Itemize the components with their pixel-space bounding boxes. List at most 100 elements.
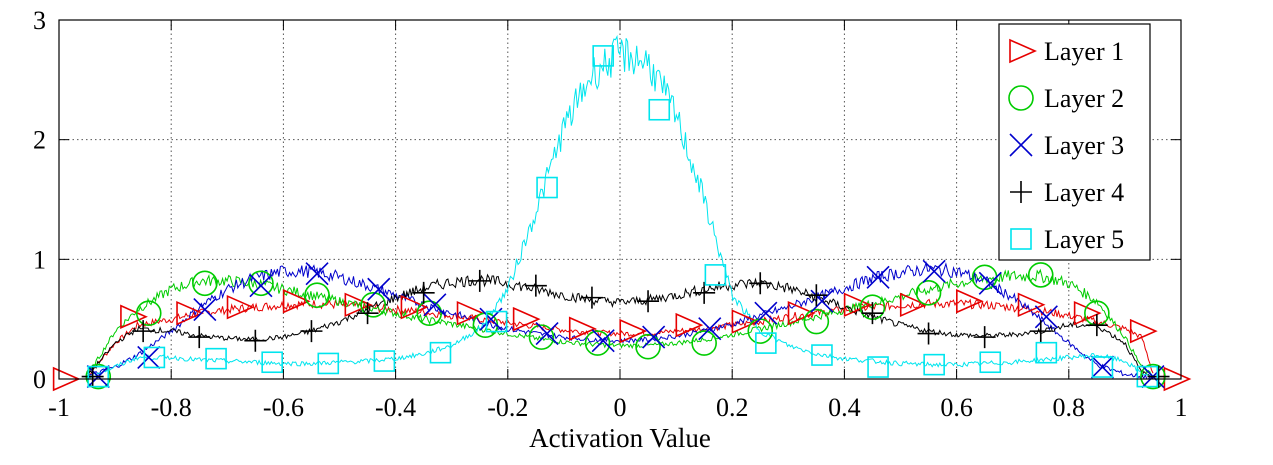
layer-1-marker xyxy=(843,292,872,318)
layer-1-marker xyxy=(787,300,816,326)
layer-4-marker xyxy=(973,326,996,349)
x-tick-label: 0.2 xyxy=(716,393,749,422)
layer-5-marker xyxy=(261,351,283,374)
legend-layer-5-label: Layer 5 xyxy=(1044,225,1124,254)
layer-5-marker xyxy=(1035,341,1058,364)
layer-4-marker xyxy=(244,329,267,352)
layer-4-marker xyxy=(580,286,603,309)
layer-5-marker xyxy=(485,310,508,333)
layer-4-marker xyxy=(524,274,547,297)
layer-5-marker xyxy=(1091,356,1114,378)
layer-4-marker xyxy=(412,281,435,304)
x-tick-label: 0.8 xyxy=(1053,393,1086,422)
layer-4-marker xyxy=(749,272,772,295)
layer-2-marker xyxy=(584,330,611,356)
layer-5-marker xyxy=(87,365,110,388)
layer-5-marker xyxy=(143,346,166,369)
legend-layer-2-marker xyxy=(1008,85,1034,111)
x-tick-label: 1 xyxy=(1175,393,1188,422)
layer-3-marker xyxy=(754,301,778,325)
layer-5-marker xyxy=(592,45,614,67)
layer-5-marker xyxy=(979,351,1002,374)
layer-2-marker xyxy=(416,300,443,326)
legend-layer-4-label: Layer 4 xyxy=(1044,178,1124,207)
layer-4-marker xyxy=(356,302,379,325)
x-tick-label: 0.4 xyxy=(828,393,861,422)
layer-5-marker xyxy=(205,347,227,370)
legend-layer-1-label: Layer 1 xyxy=(1044,37,1124,66)
y-tick-label: 1 xyxy=(33,245,46,274)
axis-ticks: -1 -0.8 -0.6 -0.4 -0.2 0 0.2 0.4 0.6 0.8 1 0 1 2 3 xyxy=(33,6,1188,422)
layer-4-marker xyxy=(637,290,660,313)
layer-4-marker xyxy=(300,320,323,343)
layer-5-marker xyxy=(536,176,558,199)
layer-3-marker xyxy=(978,271,1002,295)
x-tick-label: -1 xyxy=(48,393,70,422)
layer-1-marker xyxy=(619,318,648,344)
y-tick-label: 3 xyxy=(33,6,46,35)
layer-1-marker xyxy=(176,300,205,326)
layer-4-marker xyxy=(805,284,828,307)
layer-5-marker xyxy=(317,352,340,375)
x-tick-label: 0.6 xyxy=(940,393,973,422)
layer-1-marker xyxy=(568,316,597,341)
layer-3-marker xyxy=(591,329,615,353)
layer-2-marker xyxy=(1027,262,1054,288)
layer-1-marker xyxy=(1073,300,1102,326)
layer-1-marker xyxy=(899,292,928,318)
layer-1-marker xyxy=(1017,292,1046,318)
layer-5-marker xyxy=(1136,365,1159,388)
layer-1-marker xyxy=(675,312,704,338)
layer-5-marker xyxy=(648,98,671,121)
layer-2-marker xyxy=(635,333,661,360)
layer-3-marker xyxy=(305,262,329,286)
legend-layer-1-marker xyxy=(1009,38,1037,64)
layer-5-marker xyxy=(755,332,777,354)
layer-5-marker xyxy=(923,353,945,376)
layer-5-marker xyxy=(704,264,727,286)
y-tick-label: 0 xyxy=(33,365,46,394)
layer-3-marker xyxy=(642,325,666,349)
legend-layer-4-marker xyxy=(1010,181,1032,203)
layer-5-marker xyxy=(429,341,452,364)
layer-2-marker xyxy=(691,330,717,356)
layer-5-marker xyxy=(867,356,889,378)
layer-5-line xyxy=(86,34,1154,379)
layer-4-marker xyxy=(861,302,884,325)
layer-2-marker xyxy=(304,282,330,309)
layer-3-marker xyxy=(535,321,559,346)
layer-2-marker xyxy=(747,318,774,344)
layer-2-marker xyxy=(528,324,555,350)
layer-3-marker xyxy=(193,298,217,322)
layer-3-marker xyxy=(249,274,273,298)
legend-layer-5-marker xyxy=(1010,228,1032,250)
layer-3-marker xyxy=(922,259,946,283)
series-markers xyxy=(52,45,1192,392)
layer-4-marker xyxy=(1147,365,1170,388)
layer-2-marker xyxy=(915,280,942,306)
x-tick-label: -0.8 xyxy=(151,393,192,422)
layer-1-marker xyxy=(512,306,541,332)
layer-4-marker xyxy=(132,320,155,343)
layer-2-marker xyxy=(248,270,274,297)
layer-1-marker xyxy=(731,309,760,334)
layer-1-marker xyxy=(120,304,148,329)
layer-1-marker xyxy=(956,288,984,314)
x-tick-label: -0.6 xyxy=(263,393,304,422)
layer-1-marker xyxy=(344,292,373,318)
layer-3-marker xyxy=(423,293,447,317)
x-axis-label: Activation Value xyxy=(529,423,711,453)
layer-2-marker xyxy=(192,270,218,297)
x-tick-label: 0 xyxy=(614,393,627,422)
layer-3-marker xyxy=(1034,305,1058,329)
legend-layer-3-marker xyxy=(1009,133,1033,157)
layer-2-marker xyxy=(360,292,386,318)
layer-1-marker xyxy=(226,294,255,320)
layer-1-marker xyxy=(282,288,311,314)
layer-3-marker xyxy=(698,317,722,341)
layer-3-marker xyxy=(137,345,161,370)
layer-1-marker xyxy=(52,366,81,392)
layer-4-marker xyxy=(1029,320,1052,343)
legend: Layer 1 Layer 2 Layer 3 Layer 4 Layer 5 xyxy=(998,23,1151,261)
layer-3-marker xyxy=(1090,355,1115,379)
